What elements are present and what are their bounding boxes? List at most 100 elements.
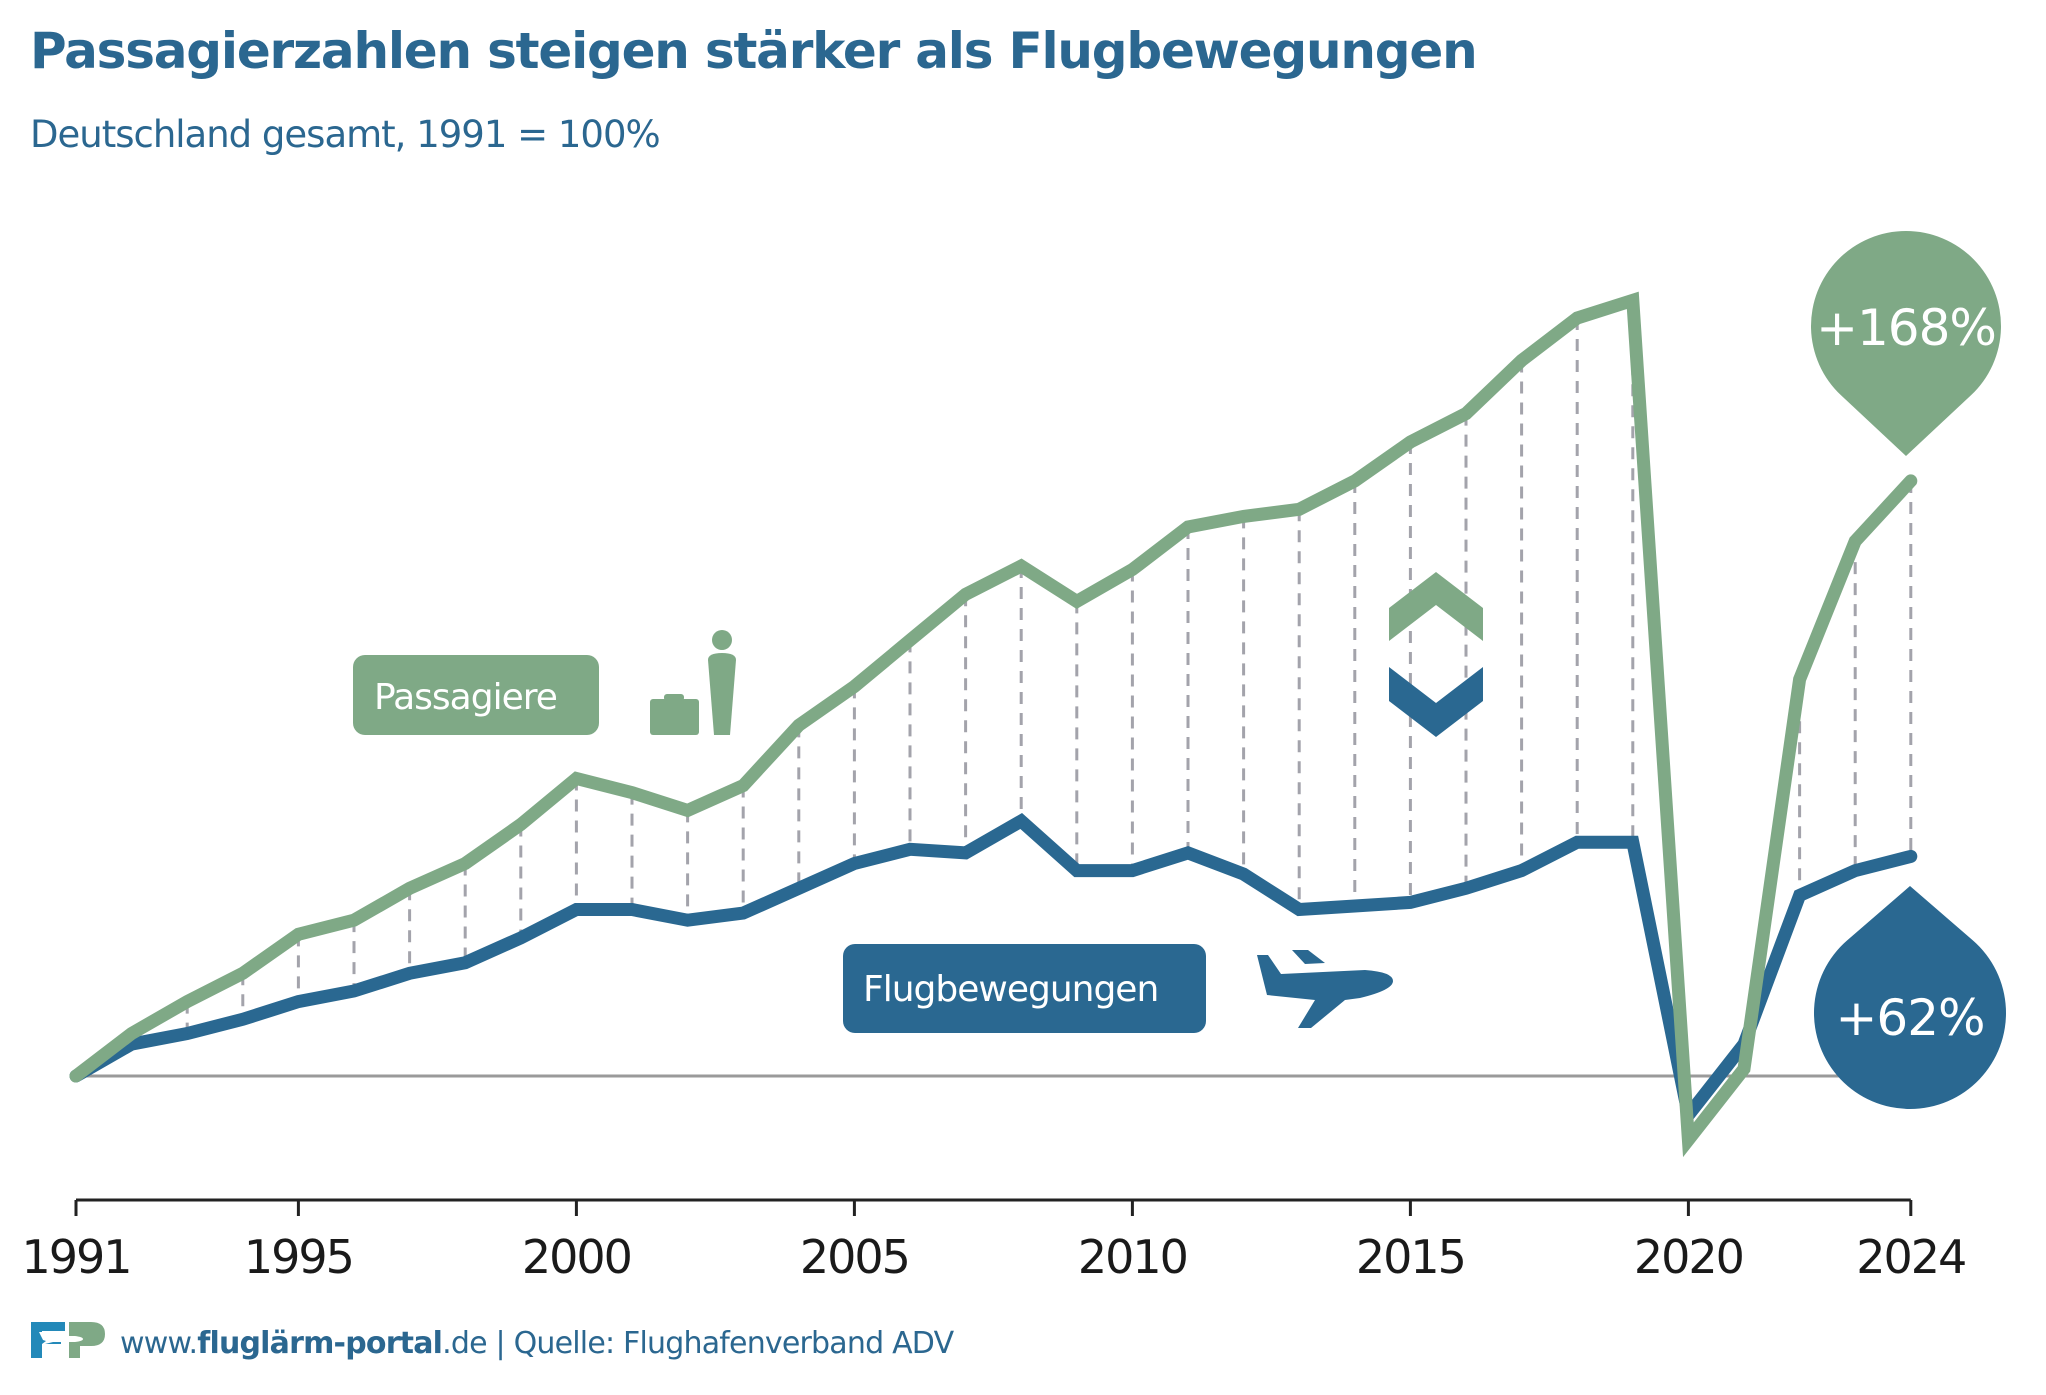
legend-passengers: Passagiere xyxy=(353,630,736,735)
flights-point-2005 xyxy=(853,862,855,864)
flights-point-2007 xyxy=(965,852,967,854)
passengers-point-2023 xyxy=(1854,540,1856,542)
passengers-point-2007 xyxy=(965,593,967,595)
flights-drop-shape xyxy=(1814,886,2007,1110)
footer-source: www.fluglärm-portal.de | Quelle: Flughaf… xyxy=(120,1326,955,1361)
x-tick-label-1991: 1991 xyxy=(21,1230,130,1284)
passengers-point-2000 xyxy=(575,777,577,779)
passengers-point-2011 xyxy=(1187,526,1189,528)
passengers-point-2018 xyxy=(1576,317,1578,319)
x-tick-label-2005: 2005 xyxy=(800,1230,909,1284)
flights-point-2019 xyxy=(1632,841,1634,843)
footer-url-suffix: .de xyxy=(442,1326,487,1361)
passengers-point-1997 xyxy=(409,887,411,889)
chevron-up-icon xyxy=(1389,572,1483,641)
flights-point-2023 xyxy=(1854,870,1856,872)
passengers-point-2001 xyxy=(631,792,633,794)
footer-url-domain: fluglärm-portal xyxy=(197,1326,443,1361)
flights-point-2013 xyxy=(1298,909,1300,911)
passengers-change-value: +168% xyxy=(1816,299,1996,357)
passengers-point-2017 xyxy=(1521,360,1523,362)
passengers-point-2024 xyxy=(1910,480,1912,482)
traveler-with-suitcase-icon xyxy=(650,630,736,735)
passengers-point-1994 xyxy=(242,972,244,974)
flights-point-2002 xyxy=(687,919,689,921)
flights-point-1996 xyxy=(353,990,355,992)
flights-point-2016 xyxy=(1465,887,1467,889)
passengers-point-2002 xyxy=(687,809,689,811)
passengers-point-1991 xyxy=(75,1075,77,1077)
flights-point-1999 xyxy=(520,937,522,939)
passengers-label-box xyxy=(353,655,599,735)
flights-point-1994 xyxy=(242,1018,244,1020)
passengers-point-1993 xyxy=(186,1001,188,1003)
flights-point-2022 xyxy=(1799,894,1801,896)
up-down-chevrons-icon xyxy=(1389,572,1483,737)
passengers-drop-shape xyxy=(1811,231,2001,456)
x-tick-label-2015: 2015 xyxy=(1356,1230,1465,1284)
flights-point-2018 xyxy=(1576,841,1578,843)
flights-point-1992 xyxy=(131,1043,133,1045)
passengers-point-2016 xyxy=(1465,413,1467,415)
x-tick-label-2010: 2010 xyxy=(1078,1230,1187,1284)
flights-point-2024 xyxy=(1910,855,1912,857)
x-axis: 1991 1995 2000 2005 2010 2015 2020 2024 xyxy=(21,1198,1967,1284)
passengers-point-2015 xyxy=(1409,441,1411,443)
flights-label-box xyxy=(843,944,1206,1033)
flights-point-2012 xyxy=(1243,873,1245,875)
flights-point-2015 xyxy=(1409,901,1411,903)
passengers-point-2006 xyxy=(909,639,911,641)
passengers-point-1999 xyxy=(520,824,522,826)
flights-point-2009 xyxy=(1076,870,1078,872)
passengers-point-2003 xyxy=(742,785,744,787)
passengers-point-2012 xyxy=(1243,515,1245,517)
flights-point-1997 xyxy=(409,972,411,974)
passengers-point-2022 xyxy=(1799,678,1801,680)
flights-point-2001 xyxy=(631,909,633,911)
flights-point-2008 xyxy=(1020,820,1022,822)
legend-flights: Flugbewegungen xyxy=(843,944,1393,1033)
passengers-label: Passagiere xyxy=(374,677,557,718)
passengers-point-2005 xyxy=(853,685,855,687)
airplane-icon xyxy=(1257,950,1393,1028)
flights-point-2004 xyxy=(798,887,800,889)
passengers-point-2021 xyxy=(1743,1068,1745,1070)
flights-point-2014 xyxy=(1354,905,1356,907)
passengers-point-2008 xyxy=(1020,565,1022,567)
passengers-point-1992 xyxy=(131,1032,133,1034)
footer-source-text: | Quelle: Flughafenverband ADV xyxy=(486,1326,955,1361)
difference-dashes xyxy=(130,300,1913,1140)
flights-point-2017 xyxy=(1521,870,1523,872)
passengers-point-2019 xyxy=(1632,299,1634,301)
passengers-point-2004 xyxy=(798,724,800,726)
footer-url-prefix: www. xyxy=(120,1326,198,1361)
flights-line xyxy=(69,813,1918,1131)
fp-logo-icon xyxy=(31,1322,105,1358)
passengers-point-2020 xyxy=(1687,1139,1689,1141)
chevron-down-icon xyxy=(1389,667,1483,737)
passengers-line xyxy=(69,291,1918,1158)
x-tick-label-2024: 2024 xyxy=(1856,1230,1965,1284)
passengers-point-2010 xyxy=(1131,568,1133,570)
flights-point-2006 xyxy=(909,848,911,850)
chart-title: Passagierzahlen steigen stärker als Flug… xyxy=(30,22,1478,80)
flights-point-1998 xyxy=(464,962,466,964)
passengers-point-1995 xyxy=(297,933,299,935)
passengers-point-2014 xyxy=(1354,480,1356,482)
flights-change-callout: +62% xyxy=(1814,886,2007,1110)
flights-point-1993 xyxy=(186,1032,188,1034)
flights-point-1995 xyxy=(297,1001,299,1003)
passengers-point-1996 xyxy=(353,919,355,921)
x-tick-label-2020: 2020 xyxy=(1634,1230,1743,1284)
flights-change-value: +62% xyxy=(1835,989,1984,1047)
flights-label: Flugbewegungen xyxy=(863,969,1158,1010)
x-tick-label-1995: 1995 xyxy=(244,1230,353,1284)
passengers-point-1998 xyxy=(464,862,466,864)
chart-subtitle: Deutschland gesamt, 1991 = 100% xyxy=(30,113,661,156)
passengers-point-2013 xyxy=(1298,508,1300,510)
flights-point-2011 xyxy=(1187,852,1189,854)
series-lines xyxy=(69,291,1918,1158)
flights-point-2010 xyxy=(1131,870,1133,872)
flights-point-2003 xyxy=(742,912,744,914)
